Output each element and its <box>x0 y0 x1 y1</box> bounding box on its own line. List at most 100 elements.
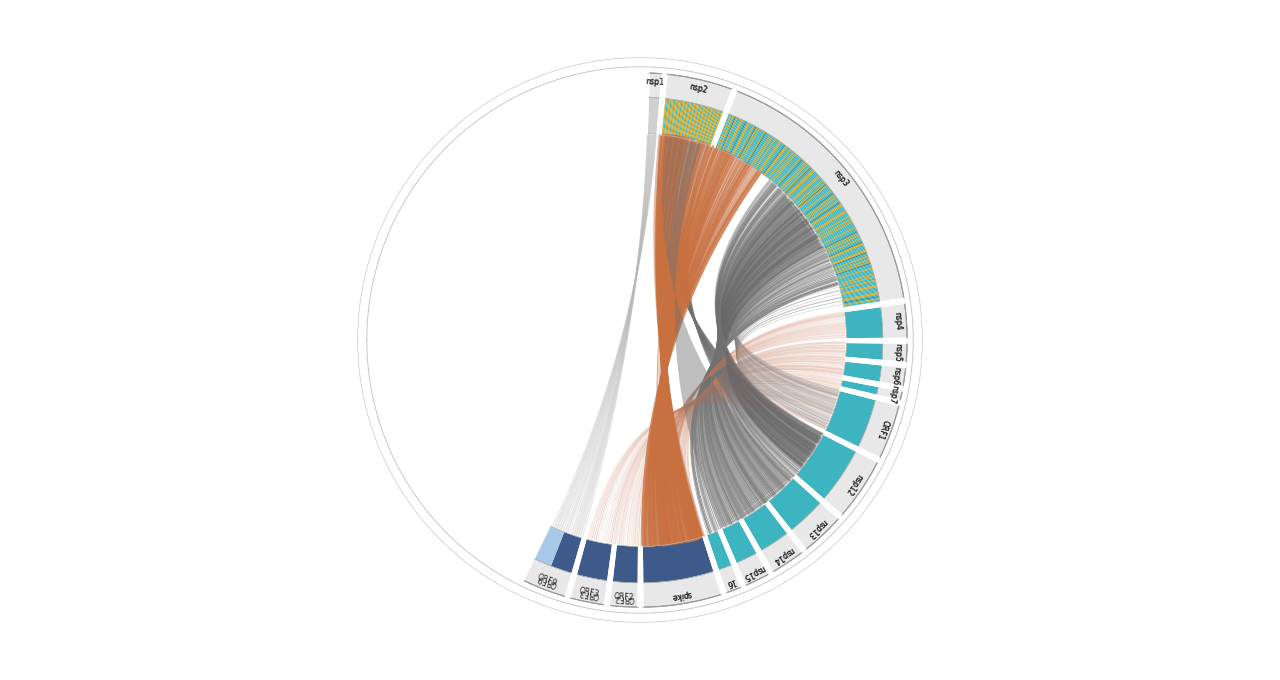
Text: nsp3: nsp3 <box>832 168 850 188</box>
Text: nsp2: nsp2 <box>687 82 708 95</box>
Wedge shape <box>760 533 803 572</box>
Polygon shape <box>659 138 686 541</box>
Wedge shape <box>704 109 717 144</box>
Wedge shape <box>835 258 869 271</box>
Wedge shape <box>781 162 806 189</box>
Wedge shape <box>858 400 899 458</box>
Wedge shape <box>796 181 824 205</box>
Wedge shape <box>534 526 564 566</box>
Wedge shape <box>723 118 739 152</box>
Wedge shape <box>842 291 878 299</box>
Wedge shape <box>820 222 852 241</box>
Wedge shape <box>835 260 870 273</box>
Wedge shape <box>749 134 769 165</box>
Text: nsp6: nsp6 <box>890 366 901 386</box>
Wedge shape <box>718 115 732 149</box>
Wedge shape <box>682 102 691 138</box>
Wedge shape <box>814 210 846 231</box>
Wedge shape <box>524 559 572 596</box>
Wedge shape <box>819 220 851 239</box>
Wedge shape <box>667 99 673 135</box>
Wedge shape <box>719 116 735 150</box>
Wedge shape <box>831 248 865 262</box>
Wedge shape <box>576 539 613 581</box>
Wedge shape <box>673 101 680 137</box>
Wedge shape <box>882 343 908 362</box>
Wedge shape <box>699 107 710 142</box>
Wedge shape <box>808 199 838 221</box>
Wedge shape <box>831 248 865 263</box>
Wedge shape <box>700 107 712 143</box>
Wedge shape <box>808 198 837 220</box>
Wedge shape <box>681 102 690 138</box>
Wedge shape <box>824 230 858 248</box>
Wedge shape <box>746 132 767 164</box>
Wedge shape <box>833 253 868 267</box>
Wedge shape <box>703 109 714 143</box>
Wedge shape <box>836 262 870 275</box>
Wedge shape <box>822 224 854 243</box>
Wedge shape <box>837 267 872 279</box>
Wedge shape <box>685 103 695 139</box>
Wedge shape <box>722 117 737 151</box>
Wedge shape <box>692 105 703 141</box>
Wedge shape <box>827 236 860 252</box>
Text: ORF9: ORF9 <box>536 573 558 589</box>
Text: nsp14: nsp14 <box>771 545 795 565</box>
Text: nsp2: nsp2 <box>687 82 708 95</box>
Wedge shape <box>814 209 845 230</box>
Text: spike: spike <box>671 589 691 600</box>
Wedge shape <box>660 99 666 135</box>
Wedge shape <box>836 262 870 274</box>
Text: nsp4: nsp4 <box>892 312 902 331</box>
Text: nsp14: nsp14 <box>771 545 795 565</box>
Wedge shape <box>727 120 744 153</box>
Wedge shape <box>838 271 873 283</box>
Wedge shape <box>826 233 859 250</box>
Wedge shape <box>837 269 873 281</box>
Wedge shape <box>792 176 820 201</box>
Wedge shape <box>716 114 731 148</box>
Wedge shape <box>739 126 756 159</box>
Wedge shape <box>805 194 835 216</box>
Text: ORF9: ORF9 <box>536 573 558 589</box>
Wedge shape <box>815 212 847 233</box>
Wedge shape <box>768 478 820 530</box>
Wedge shape <box>691 105 701 140</box>
Wedge shape <box>844 296 879 303</box>
Wedge shape <box>764 146 786 175</box>
Wedge shape <box>709 112 723 146</box>
Wedge shape <box>754 137 776 169</box>
Wedge shape <box>818 217 850 236</box>
Wedge shape <box>742 129 762 162</box>
Wedge shape <box>881 303 908 339</box>
Wedge shape <box>803 190 832 213</box>
Wedge shape <box>841 282 877 292</box>
Wedge shape <box>684 103 692 139</box>
Text: nsp12: nsp12 <box>844 473 864 496</box>
Text: nsp13: nsp13 <box>805 517 828 539</box>
Wedge shape <box>668 99 675 135</box>
Wedge shape <box>809 201 840 222</box>
Wedge shape <box>676 101 684 137</box>
Wedge shape <box>817 215 849 235</box>
Wedge shape <box>703 109 716 144</box>
Wedge shape <box>707 110 719 145</box>
Wedge shape <box>838 273 874 285</box>
Wedge shape <box>708 111 722 146</box>
Wedge shape <box>778 159 803 187</box>
Wedge shape <box>804 192 833 215</box>
Wedge shape <box>773 154 797 183</box>
Wedge shape <box>736 124 754 158</box>
Wedge shape <box>685 103 694 139</box>
Wedge shape <box>831 246 864 261</box>
Wedge shape <box>790 173 818 199</box>
Wedge shape <box>818 216 849 235</box>
Wedge shape <box>844 297 879 305</box>
Text: nsp7: nsp7 <box>886 384 899 404</box>
Text: nsp5: nsp5 <box>892 343 902 362</box>
Wedge shape <box>755 139 777 170</box>
Wedge shape <box>826 390 876 447</box>
Wedge shape <box>750 135 771 166</box>
Wedge shape <box>826 233 859 250</box>
